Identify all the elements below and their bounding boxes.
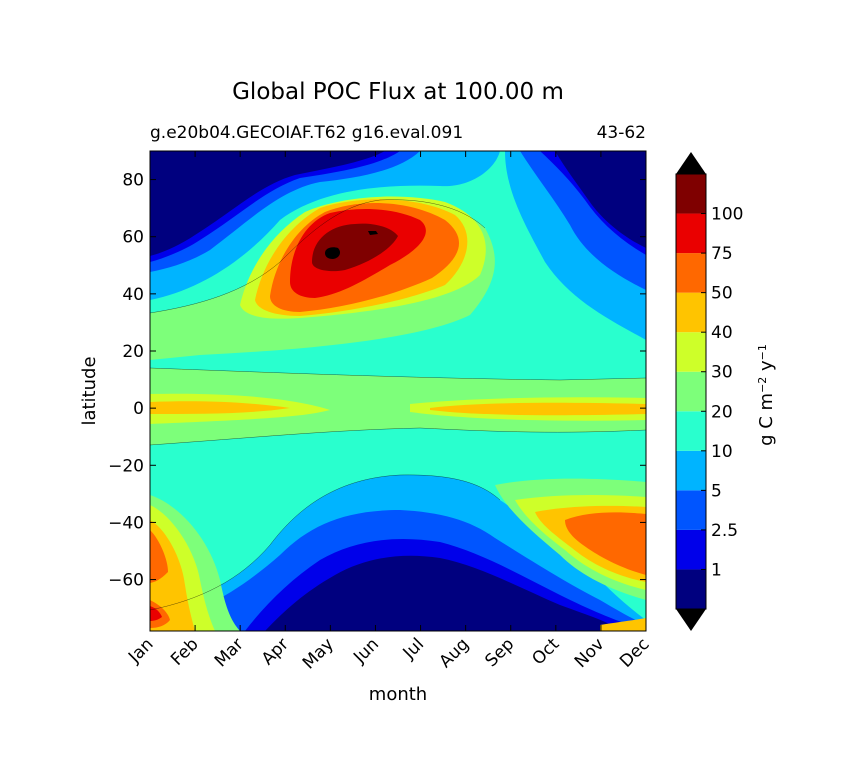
x-tick-label: Dec — [616, 634, 653, 671]
contour-bloom-black-core2 — [368, 231, 378, 235]
x-axis-label: month — [369, 684, 427, 705]
y-tick-label: −20 — [108, 456, 144, 476]
contour-south-east-orange — [565, 512, 646, 575]
y-tick-label: 0 — [133, 399, 144, 419]
chart-subtitle-right: 43-62 — [597, 123, 646, 143]
colorbar-segment — [676, 292, 706, 333]
x-tick-label: Jun — [349, 634, 383, 668]
y-tick-label: −40 — [108, 513, 144, 533]
contour-bloom-black-core — [325, 247, 341, 259]
colorbar-tick-label: 30 — [711, 363, 733, 383]
contour-lines — [150, 199, 646, 611]
colorbar-segment — [676, 490, 706, 530]
y-tick-label: 80 — [122, 171, 144, 191]
colorbar-segment — [676, 371, 706, 412]
colorbar-extend-max — [676, 152, 706, 174]
colorbar-tick-label: 75 — [711, 244, 733, 264]
contour-south-west-red — [150, 606, 162, 621]
y-tick-label: 40 — [122, 285, 144, 305]
colorbar-tick-label: 100 — [711, 205, 743, 225]
x-tick-label: Jul — [399, 634, 428, 663]
x-tick-label: Sep — [481, 634, 518, 671]
y-tick-label: −60 — [108, 571, 144, 591]
contour-orange-equator-west — [150, 401, 290, 414]
x-tick-label: Feb — [167, 634, 202, 669]
contour-fill-group — [150, 151, 646, 631]
x-tick-label: Mar — [211, 634, 248, 671]
colorbar-tick-label: 50 — [711, 284, 733, 304]
colorbar-segment — [676, 332, 706, 372]
colorbar-tick-label: 5 — [711, 481, 722, 501]
x-tick-label: Apr — [258, 634, 293, 669]
colorbar-segment — [676, 213, 706, 254]
contour-orange-equator-east — [430, 402, 646, 416]
colorbar-tick-label: 1 — [711, 560, 722, 580]
contour-south-navy — [265, 555, 620, 631]
colorbar-segment — [676, 174, 706, 214]
colorbar-segment — [676, 450, 706, 491]
contour-south-east-bottom — [600, 618, 646, 631]
y-axis: −60 −40 −20 0 20 40 60 80 — [108, 171, 646, 591]
colorbar-segment — [676, 569, 706, 609]
contour-arctic-east-navy — [555, 151, 646, 248]
colorbar-tick-label: 20 — [711, 402, 733, 422]
chart-subtitle-left: g.e20b04.GECOIAF.T62 g16.eval.091 — [150, 123, 463, 143]
colorbar-extend-min — [676, 609, 706, 631]
colorbar-tick-label: 2.5 — [711, 521, 738, 541]
colorbar: 1 2.5 5 10 20 30 40 50 75 100 — [675, 152, 743, 631]
plot-frame — [149, 150, 647, 632]
y-tick-label: 60 — [122, 228, 144, 248]
contour-green-equator — [150, 368, 646, 445]
contour-south-west-orange — [150, 530, 168, 583]
colorbar-segment — [676, 411, 706, 451]
x-tick-label: Oct — [528, 634, 563, 669]
colorbar-segment — [676, 253, 706, 293]
colorbar-segment — [676, 529, 706, 570]
x-tick-label: Aug — [436, 634, 474, 672]
plot-area — [150, 151, 646, 631]
colorbar-label: g C m−2 y−1 — [756, 344, 778, 446]
x-tick-label: Jan — [124, 634, 157, 667]
colorbar-tick-label: 10 — [711, 442, 733, 462]
contour-arctic-navy — [150, 151, 385, 256]
contour-bloom-darkred — [312, 223, 398, 272]
y-tick-label: 20 — [122, 342, 144, 362]
y-axis-label: latitude — [79, 356, 100, 425]
colorbar-tick-label: 40 — [711, 323, 733, 343]
x-tick-label: Nov — [571, 634, 609, 672]
chart-title: Global POC Flux at 100.00 m — [232, 79, 564, 105]
x-tick-label: May — [299, 634, 338, 673]
colorbar-frame — [675, 173, 707, 610]
